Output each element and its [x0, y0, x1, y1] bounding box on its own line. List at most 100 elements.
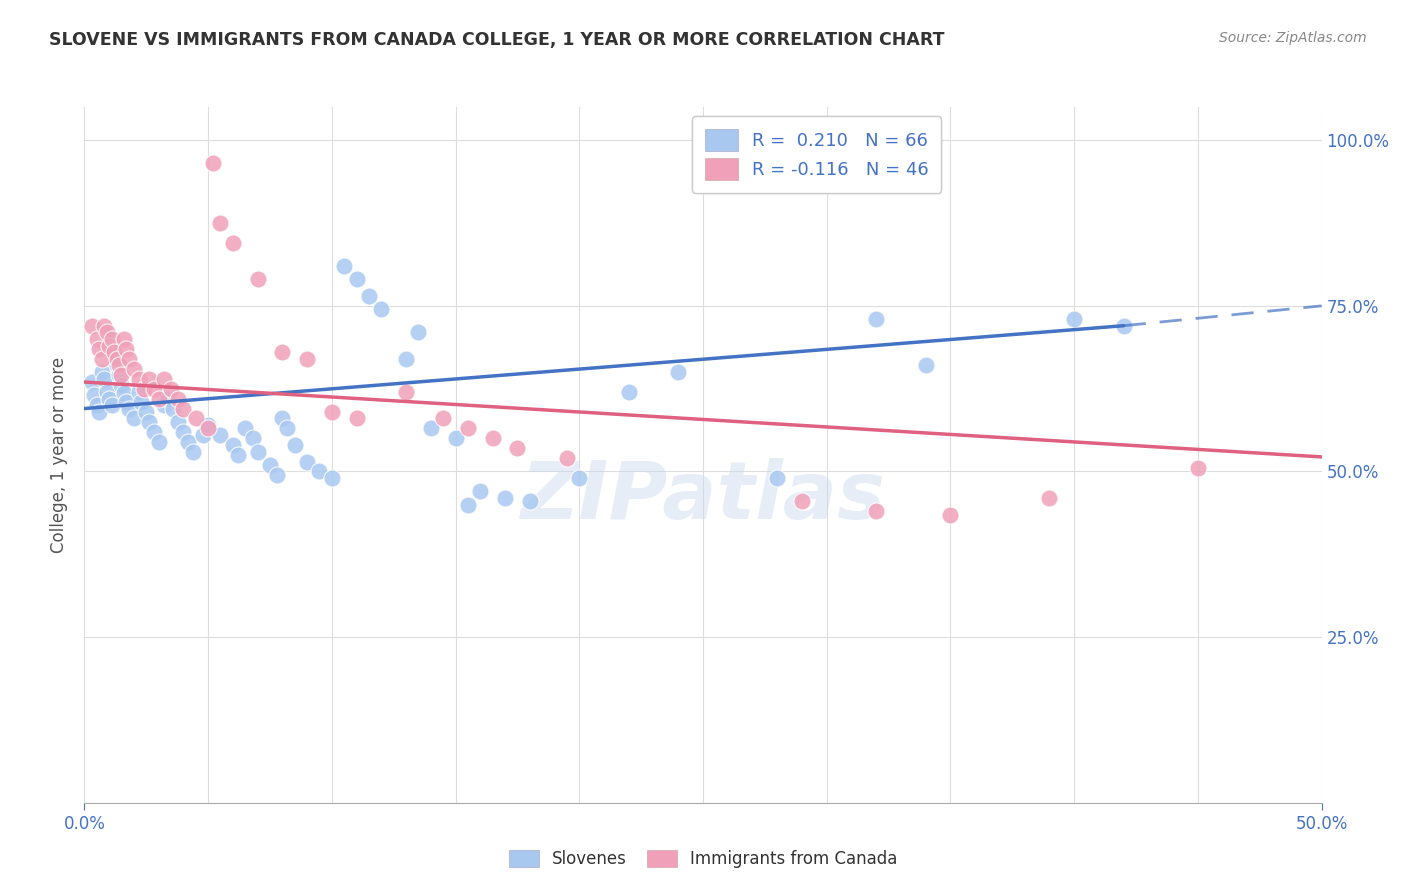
Point [1038, 491, 1060, 505]
Point [93, 372, 115, 386]
Point [148, 434, 170, 449]
Point [172, 401, 194, 416]
Point [98, 392, 121, 406]
Point [112, 386, 135, 401]
Point [96, 326, 118, 340]
Point [138, 415, 160, 429]
Point [202, 156, 225, 170]
Point [90, 365, 112, 379]
Point [481, 431, 503, 445]
Point [408, 326, 430, 340]
Point [308, 465, 330, 479]
Point [108, 368, 131, 383]
Point [333, 259, 356, 273]
Point [266, 467, 288, 482]
Point [83, 388, 105, 402]
Point [914, 359, 936, 373]
Point [181, 444, 204, 458]
Point [197, 418, 219, 433]
Point [419, 421, 441, 435]
Point [470, 484, 492, 499]
Point [295, 454, 318, 468]
Point [790, 494, 813, 508]
Point [457, 421, 479, 435]
Point [865, 504, 887, 518]
Text: Source: ZipAtlas.com: Source: ZipAtlas.com [1219, 31, 1367, 45]
Point [132, 382, 155, 396]
Point [865, 312, 887, 326]
Point [160, 382, 183, 396]
Point [209, 428, 232, 442]
Point [357, 289, 380, 303]
Point [172, 425, 194, 439]
Point [766, 471, 789, 485]
Point [152, 372, 174, 386]
Point [103, 345, 125, 359]
Point [1112, 318, 1135, 333]
Legend: Slovenes, Immigrants from Canada: Slovenes, Immigrants from Canada [502, 843, 904, 875]
Point [122, 361, 145, 376]
Point [122, 411, 145, 425]
Point [295, 351, 318, 366]
Point [80, 318, 103, 333]
Point [246, 272, 269, 286]
Point [129, 395, 152, 409]
Point [222, 235, 245, 250]
Point [118, 401, 141, 416]
Point [494, 491, 516, 505]
Point [1187, 461, 1209, 475]
Point [86, 332, 108, 346]
Point [162, 401, 184, 416]
Point [100, 398, 122, 412]
Point [939, 508, 962, 522]
Point [89, 342, 111, 356]
Point [184, 411, 207, 425]
Point [108, 359, 131, 373]
Point [555, 451, 578, 466]
Point [135, 405, 157, 419]
Y-axis label: College, 1 year or more: College, 1 year or more [49, 357, 67, 553]
Point [128, 372, 150, 386]
Point [142, 382, 165, 396]
Point [177, 434, 200, 449]
Point [86, 398, 108, 412]
Point [395, 384, 418, 399]
Point [110, 378, 132, 392]
Point [90, 351, 112, 366]
Legend: R =  0.210   N = 66, R = -0.116   N = 46: R = 0.210 N = 66, R = -0.116 N = 46 [693, 116, 942, 193]
Point [432, 411, 454, 425]
Point [259, 458, 281, 472]
Point [519, 494, 541, 508]
Point [167, 415, 190, 429]
Point [284, 438, 307, 452]
Point [167, 392, 190, 406]
Point [152, 398, 174, 412]
Point [209, 216, 232, 230]
Point [191, 428, 214, 442]
Point [103, 345, 125, 359]
Point [226, 448, 249, 462]
Point [370, 302, 392, 317]
Point [142, 425, 165, 439]
Point [98, 338, 121, 352]
Point [105, 351, 128, 366]
Point [346, 272, 368, 286]
Point [276, 421, 298, 435]
Point [138, 372, 160, 386]
Point [271, 345, 294, 359]
Point [321, 471, 343, 485]
Point [568, 471, 591, 485]
Point [395, 351, 418, 366]
Point [271, 411, 294, 425]
Point [506, 442, 529, 456]
Point [457, 498, 479, 512]
Point [128, 384, 150, 399]
Point [105, 359, 128, 373]
Point [112, 332, 135, 346]
Point [110, 368, 132, 383]
Point [617, 384, 640, 399]
Point [246, 444, 269, 458]
Point [242, 431, 264, 445]
Point [346, 411, 368, 425]
Point [115, 342, 138, 356]
